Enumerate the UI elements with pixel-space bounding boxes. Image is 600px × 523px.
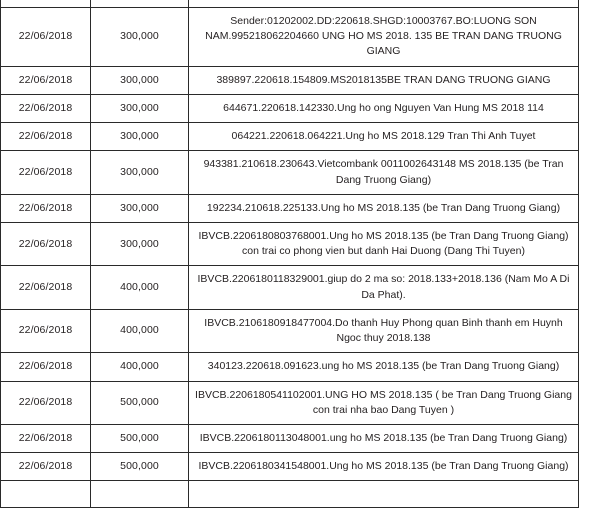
cell-date: 22/06/2018 (0, 93, 91, 124)
cell-amount (90, 480, 189, 509)
cell-date: 22/06/2018 (0, 265, 91, 310)
cell-description: IBVCB.2206180118329001.giup do 2 ma so: … (188, 265, 579, 310)
cell-amount: 500,000 (90, 380, 189, 425)
table-row: 22/06/2018 300,000 IBVCB.220618080376800… (0, 221, 579, 267)
table-row: 22/06/2018 300,000 192234.210618.225133.… (0, 193, 579, 223)
table-row-clipped-top (0, 0, 579, 8)
cell-amount: 300,000 (90, 122, 189, 152)
cell-date: 22/06/2018 (0, 65, 91, 95)
cell-date: 22/06/2018 (0, 193, 91, 223)
table-row: 22/06/2018 300,000 644671.220618.142330.… (0, 93, 579, 124)
cell-amount: 400,000 (90, 308, 189, 354)
cell-date: 22/06/2018 (0, 308, 91, 354)
table-row: 22/06/2018 300,000 943381.210618.230643.… (0, 150, 579, 195)
cell-date: 22/06/2018 (0, 150, 91, 195)
cell-description: 943381.210618.230643.Vietcombank 0011002… (188, 150, 579, 195)
cell-description (188, 480, 579, 509)
cell-date: 22/06/2018 (0, 7, 91, 67)
cell-description: 340123.220618.091623.ung ho MS 2018.135 … (188, 352, 579, 382)
table-row-clipped-bottom (0, 480, 579, 509)
cell-amount: 400,000 (90, 352, 189, 382)
cell-date (0, 0, 91, 8)
cell-amount: 300,000 (90, 221, 189, 267)
cell-date: 22/06/2018 (0, 423, 91, 454)
cell-date: 22/06/2018 (0, 380, 91, 425)
table-row: 22/06/2018 500,000 IBVCB.220618011304800… (0, 423, 579, 454)
cell-description: 064221.220618.064221.Ung ho MS 2018.129 … (188, 122, 579, 152)
cell-amount: 300,000 (90, 7, 189, 67)
table-row: 22/06/2018 300,000 389897.220618.154809.… (0, 65, 579, 95)
cell-description: IBVCB.2206180113048001.ung ho MS 2018.13… (188, 423, 579, 454)
cell-description: Sender:01202002.DD:220618.SHGD:10003767.… (188, 7, 579, 67)
cell-amount (90, 0, 189, 8)
cell-description: IBVCB.2206180541102001.UNG HO MS 2018.13… (188, 380, 579, 425)
cell-amount: 300,000 (90, 93, 189, 124)
cell-description: IBVCB.2206180341548001.Ung ho MS 2018.13… (188, 452, 579, 482)
donation-ledger-table: 22/06/2018 300,000 Sender:01202002.DD:22… (0, 0, 579, 509)
table-row: 22/06/2018 400,000 340123.220618.091623.… (0, 352, 579, 382)
table-row: 22/06/2018 300,000 064221.220618.064221.… (0, 122, 579, 152)
cell-date: 22/06/2018 (0, 221, 91, 267)
cell-date: 22/06/2018 (0, 352, 91, 382)
cell-description: IBVCB.2206180803768001.Ung ho MS 2018.13… (188, 221, 579, 267)
cell-amount: 300,000 (90, 65, 189, 95)
table-row: 22/06/2018 400,000 IBVCB.210618091847700… (0, 308, 579, 354)
cell-amount: 500,000 (90, 452, 189, 482)
cell-description: IBVCB.2106180918477004.Do thanh Huy Phon… (188, 308, 579, 354)
cell-amount: 500,000 (90, 423, 189, 454)
cell-date: 22/06/2018 (0, 122, 91, 152)
cell-description (188, 0, 579, 8)
table-row: 22/06/2018 500,000 IBVCB.220618054110200… (0, 380, 579, 425)
cell-description: 644671.220618.142330.Ung ho ong Nguyen V… (188, 93, 579, 124)
cell-amount: 400,000 (90, 265, 189, 310)
table-row: 22/06/2018 400,000 IBVCB.220618011832900… (0, 265, 579, 310)
table-row: 22/06/2018 500,000 IBVCB.220618034154800… (0, 452, 579, 482)
table-row: 22/06/2018 300,000 Sender:01202002.DD:22… (0, 7, 579, 67)
cell-description: 389897.220618.154809.MS2018135BE TRAN DA… (188, 65, 579, 95)
cell-description: 192234.210618.225133.Ung ho MS 2018.135 … (188, 193, 579, 223)
cell-date: 22/06/2018 (0, 452, 91, 482)
cell-date (0, 480, 91, 509)
cell-amount: 300,000 (90, 193, 189, 223)
cell-amount: 300,000 (90, 150, 189, 195)
ledger-table-body: 22/06/2018 300,000 Sender:01202002.DD:22… (0, 0, 579, 509)
